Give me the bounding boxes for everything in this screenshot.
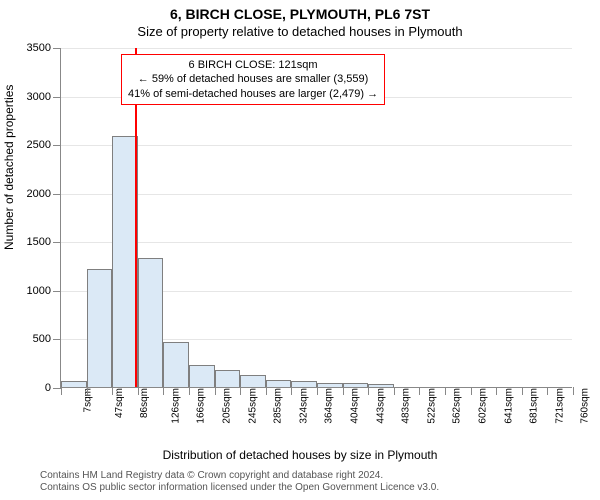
x-tick xyxy=(368,387,369,395)
x-tick xyxy=(291,387,292,395)
histogram-bar xyxy=(215,370,241,387)
x-tick xyxy=(215,387,216,395)
histogram-bar xyxy=(291,381,317,387)
y-tick xyxy=(53,339,61,340)
x-tick-label: 126sqm xyxy=(170,388,181,424)
x-tick-label: 245sqm xyxy=(247,388,258,424)
y-tick xyxy=(53,291,61,292)
histogram-bar xyxy=(87,269,113,388)
chart-title-line1: 6, BIRCH CLOSE, PLYMOUTH, PL6 7ST xyxy=(0,6,600,22)
x-tick-label: 641sqm xyxy=(503,388,514,424)
annotation-box: 6 BIRCH CLOSE: 121sqm ← 59% of detached … xyxy=(121,54,385,105)
y-axis-label: Number of detached properties xyxy=(2,85,16,250)
x-tick-label: 47sqm xyxy=(114,388,125,418)
x-tick-label: 760sqm xyxy=(580,388,591,424)
y-tick xyxy=(53,145,61,146)
x-tick xyxy=(547,387,548,395)
x-tick xyxy=(317,387,318,395)
histogram-bar xyxy=(189,365,215,387)
x-tick-label: 404sqm xyxy=(350,388,361,424)
x-tick xyxy=(445,387,446,395)
chart-container: 6, BIRCH CLOSE, PLYMOUTH, PL6 7ST Size o… xyxy=(0,0,600,500)
x-tick xyxy=(163,387,164,395)
x-tick-label: 324sqm xyxy=(298,388,309,424)
histogram-bar xyxy=(317,383,343,387)
histogram-bar xyxy=(368,384,394,387)
x-tick xyxy=(266,387,267,395)
x-tick-label: 86sqm xyxy=(139,388,150,418)
y-tick-label: 500 xyxy=(33,333,51,345)
x-tick xyxy=(138,387,139,395)
histogram-bar xyxy=(138,258,164,387)
x-tick-label: 483sqm xyxy=(401,388,412,424)
x-tick-label: 721sqm xyxy=(554,388,565,424)
x-tick xyxy=(573,387,574,395)
y-tick xyxy=(53,97,61,98)
y-tick xyxy=(53,242,61,243)
annotation-line2: ← 59% of detached houses are smaller (3,… xyxy=(128,72,378,86)
footer-attribution: Contains HM Land Registry data © Crown c… xyxy=(40,470,439,494)
footer-line1: Contains HM Land Registry data © Crown c… xyxy=(40,470,439,482)
y-tick-label: 3000 xyxy=(27,91,51,103)
x-tick-label: 7sqm xyxy=(82,388,93,412)
x-tick xyxy=(496,387,497,395)
x-axis-label: Distribution of detached houses by size … xyxy=(0,448,600,462)
y-tick-label: 2000 xyxy=(27,188,51,200)
y-tick-label: 0 xyxy=(45,382,51,394)
annotation-line1: 6 BIRCH CLOSE: 121sqm xyxy=(128,58,378,72)
y-tick-label: 2500 xyxy=(27,139,51,151)
y-tick-label: 1500 xyxy=(27,236,51,248)
x-tick-label: 205sqm xyxy=(222,388,233,424)
histogram-bar xyxy=(61,381,87,387)
footer-line2: Contains OS public sector information li… xyxy=(40,482,439,494)
histogram-bar xyxy=(343,383,369,387)
x-tick-label: 562sqm xyxy=(452,388,463,424)
x-tick-label: 285sqm xyxy=(273,388,284,424)
x-tick xyxy=(112,387,113,395)
x-tick-label: 364sqm xyxy=(324,388,335,424)
x-tick-label: 602sqm xyxy=(478,388,489,424)
x-tick xyxy=(471,387,472,395)
x-tick xyxy=(61,387,62,395)
x-tick-label: 166sqm xyxy=(196,388,207,424)
y-tick xyxy=(53,48,61,49)
y-tick xyxy=(53,194,61,195)
y-tick-label: 3500 xyxy=(27,42,51,54)
gridline xyxy=(61,48,572,49)
chart-title-line2: Size of property relative to detached ho… xyxy=(0,24,600,39)
x-tick xyxy=(189,387,190,395)
x-tick-label: 681sqm xyxy=(529,388,540,424)
x-tick-label: 522sqm xyxy=(426,388,437,424)
x-tick xyxy=(394,387,395,395)
y-tick-label: 1000 xyxy=(27,285,51,297)
histogram-bar xyxy=(163,342,189,387)
x-tick-label: 443sqm xyxy=(375,388,386,424)
y-tick xyxy=(53,388,61,389)
x-tick xyxy=(240,387,241,395)
x-tick xyxy=(522,387,523,395)
x-tick xyxy=(87,387,88,395)
annotation-line3: 41% of semi-detached houses are larger (… xyxy=(128,87,378,101)
x-tick xyxy=(343,387,344,395)
histogram-bar xyxy=(240,375,266,387)
histogram-bar xyxy=(266,380,292,387)
plot-area: 05001000150020002500300035007sqm47sqm86s… xyxy=(60,48,572,388)
x-tick xyxy=(419,387,420,395)
